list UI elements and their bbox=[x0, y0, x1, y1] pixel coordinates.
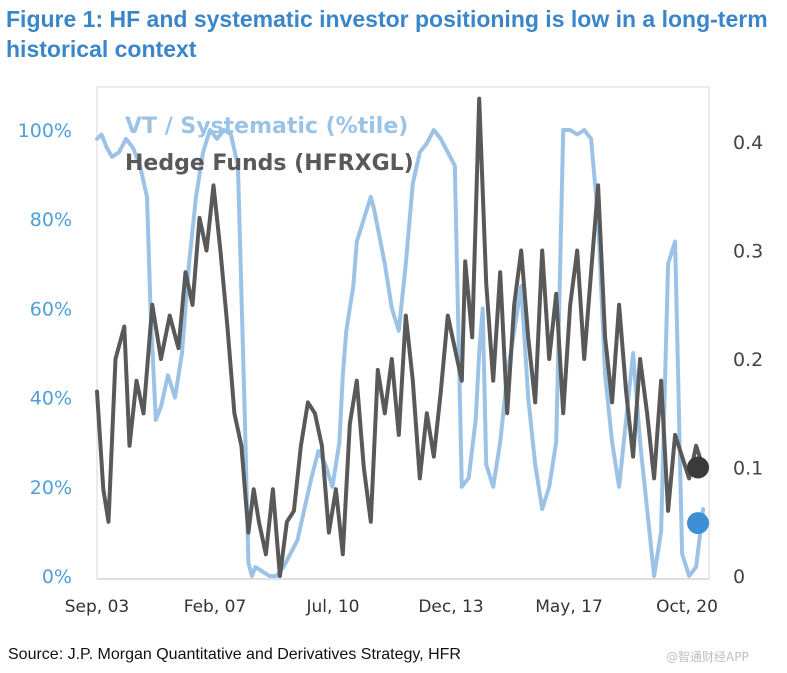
y-right-tick-label: 0.4 bbox=[733, 132, 763, 154]
marker-layer bbox=[687, 456, 709, 535]
y-left-tick-label: 0% bbox=[42, 566, 72, 588]
x-tick-label: Dec, 13 bbox=[418, 597, 483, 617]
y-right-tick-label: 0.2 bbox=[733, 349, 763, 371]
x-tick-label: Sep, 03 bbox=[65, 597, 129, 617]
marker-systematic-latest bbox=[687, 512, 709, 535]
series-line-hedge-funds bbox=[95, 96, 706, 578]
y-right-tick-label: 0.1 bbox=[733, 458, 763, 480]
y-left-tick-label: 60% bbox=[30, 298, 72, 320]
y-right-tick-label: 0 bbox=[733, 566, 745, 588]
y-left-tick-label: 20% bbox=[30, 477, 72, 499]
x-tick-label: Jul, 10 bbox=[306, 597, 360, 617]
legend-systematic: VT / Systematic (%tile) bbox=[125, 114, 408, 139]
x-axis-ticks: Sep, 03 Feb, 07 Jul, 10 Dec, 13 May, 17 Oct, … bbox=[65, 597, 718, 617]
y-axis-right-ticks: 0 0.1 0.2 0.3 0.4 bbox=[733, 132, 763, 588]
y-left-tick-label: 40% bbox=[30, 388, 72, 410]
source-note: Source: J.P. Morgan Quantitative and Der… bbox=[8, 646, 461, 663]
legend-hedge-funds: Hedge Funds (HFRXGL) bbox=[125, 151, 414, 176]
x-tick-label: May, 17 bbox=[535, 597, 603, 617]
watermark: @智通财经APP bbox=[666, 650, 749, 664]
series-layer bbox=[95, 96, 706, 578]
y-axis-left-ticks: 0% 20% 40% 60% 80% 100% bbox=[18, 120, 72, 588]
x-tick-label: Feb, 07 bbox=[184, 597, 247, 617]
marker-hedge-funds-latest bbox=[687, 456, 709, 479]
y-right-tick-label: 0.3 bbox=[733, 241, 763, 263]
y-left-tick-label: 100% bbox=[18, 120, 72, 142]
y-left-tick-label: 80% bbox=[30, 209, 72, 231]
series-line-systematic bbox=[95, 128, 706, 578]
x-tick-label: Oct, 20 bbox=[656, 597, 718, 617]
figure-title: Figure 1: HF and systematic investor pos… bbox=[6, 6, 768, 62]
